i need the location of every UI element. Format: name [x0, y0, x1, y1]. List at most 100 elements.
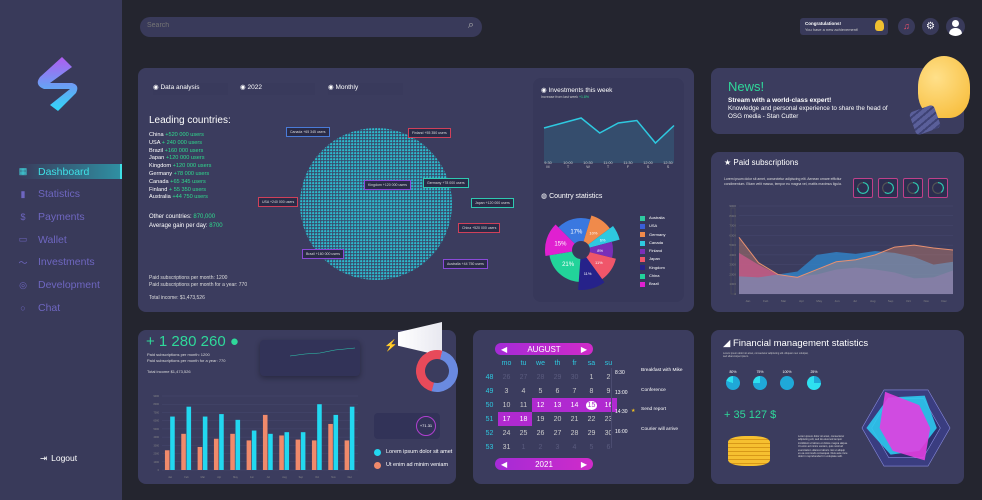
sidebar-item-chat[interactable]: ○ Chat — [18, 300, 122, 315]
calendar-day[interactable]: 23 — [604, 415, 613, 423]
calendar-day[interactable]: 26 — [502, 373, 511, 381]
sidebar-item-dashboard[interactable]: ▦ Dashboard — [18, 164, 122, 179]
calendar-day[interactable]: 15 — [583, 398, 600, 412]
x-tick-label: Jul — [853, 299, 857, 303]
lightning-icon: ⚡ — [384, 340, 398, 352]
x-tick-label: Jun — [250, 476, 255, 479]
x-tick-label: Mar — [201, 476, 205, 479]
calendar-day[interactable]: 18 — [515, 412, 532, 426]
calendar-day[interactable]: 28 — [570, 429, 579, 437]
country-row: Japan +120 000 users — [149, 155, 205, 162]
sidebar-item-development[interactable]: ◎ Development — [19, 279, 100, 291]
x-tick-label: Mar — [781, 299, 786, 303]
search-icon[interactable]: ⌕ — [467, 19, 474, 31]
calendar-day[interactable]: 1 — [589, 373, 594, 381]
next-month-button[interactable]: ▶ — [580, 344, 587, 354]
calendar-day[interactable]: 27 — [519, 373, 528, 381]
calendar-day[interactable]: 19 — [536, 415, 545, 423]
calendar-day[interactable]: 6 — [555, 387, 560, 395]
trend-icon: 〜 — [18, 257, 28, 268]
prev-year-button[interactable]: ◀ — [501, 459, 508, 469]
calendar-day[interactable]: 30 — [604, 429, 613, 437]
calendar-day[interactable]: 16 — [600, 398, 617, 412]
calendar-day[interactable]: 5 — [589, 443, 594, 451]
calendar-day[interactable]: 13 — [549, 398, 566, 412]
filter-dropdown[interactable]: ◉ 2022 — [240, 83, 315, 95]
bar — [219, 414, 224, 470]
calendar-day[interactable]: 28 — [536, 373, 545, 381]
pie-slice — [581, 250, 616, 280]
calendar-day[interactable]: 21 — [570, 415, 579, 423]
x-tick-label: May — [233, 476, 238, 479]
filter-dropdown[interactable]: ◉ Monthly — [328, 83, 403, 95]
calendar-day[interactable]: 17 — [498, 412, 515, 426]
map-country-label[interactable]: Finland +55 350 users — [408, 128, 451, 138]
calendar-day[interactable]: 24 — [502, 429, 511, 437]
search-bar[interactable]: ⌕ — [140, 17, 482, 37]
coins-icon — [728, 436, 770, 466]
calendar-day[interactable]: 2 — [538, 443, 543, 451]
map-country-label[interactable]: Kingdom +120 000 users — [364, 180, 412, 190]
dollar-icon: $ — [20, 211, 26, 222]
calendar-day[interactable]: 25 — [519, 429, 528, 437]
calendar-day[interactable]: 27 — [553, 429, 562, 437]
calendar-day[interactable]: 30 — [570, 373, 579, 381]
logout-button[interactable]: ⇥ Logout — [40, 453, 78, 463]
calendar-day[interactable]: 9 — [606, 387, 611, 395]
next-year-button[interactable]: ▶ — [580, 459, 587, 469]
search-input[interactable] — [147, 22, 447, 29]
sidebar-item-wallet[interactable]: ▭ Wallet — [18, 233, 67, 246]
map-country-label[interactable]: USA +240 000 users — [258, 197, 299, 207]
filter-dropdown[interactable]: ◉ Data analysis — [153, 83, 228, 95]
calendar-day[interactable]: 29 — [553, 373, 562, 381]
map-country-label[interactable]: Japan +120 000 users — [471, 198, 514, 208]
bar — [300, 432, 306, 470]
sidebar-item-statistics[interactable]: ▮ Statistics — [18, 187, 122, 202]
calendar-day[interactable]: 8 — [589, 387, 594, 395]
weekday-label: fr — [572, 359, 577, 367]
calendar-day[interactable]: 4 — [521, 387, 526, 395]
calendar-day[interactable]: 1 — [521, 443, 526, 451]
map-country-label[interactable]: China +520 000 users — [458, 223, 501, 233]
progress-ring — [878, 178, 898, 198]
bar — [235, 419, 241, 470]
calendar-day[interactable]: 2 — [606, 373, 611, 381]
calendar-day[interactable]: 5 — [538, 387, 543, 395]
x-tick-label: Sep — [888, 299, 894, 303]
x-tick-label: Dec — [941, 299, 947, 303]
calendar-card: ◀ AUGUST ▶ mo tu we th fr sa su 48 26 27 28 29 30 1 2 49 3… — [473, 330, 694, 484]
calendar-day[interactable]: 14 — [566, 398, 583, 412]
pie-slice — [581, 241, 613, 258]
calendar-day[interactable]: 3 — [504, 387, 509, 395]
calendar-day[interactable]: 11 — [519, 401, 528, 409]
calendar-day[interactable]: 7 — [572, 387, 577, 395]
y-tick-label: 1000 — [153, 461, 159, 464]
pie-slice — [581, 226, 620, 250]
avatar[interactable] — [946, 17, 965, 36]
gear-icon[interactable]: ⚙ — [922, 18, 939, 35]
calendar-day[interactable]: 22 — [587, 415, 596, 423]
map-country-label[interactable]: Canada +65 345 users — [286, 127, 330, 137]
bar — [317, 404, 322, 470]
sidebar-item-investments[interactable]: 〜 Investments — [18, 256, 95, 269]
calendar-day[interactable]: 29 — [587, 429, 596, 437]
calendar-day[interactable]: 4 — [572, 443, 577, 451]
y-tick-label: 3000 — [153, 444, 159, 447]
achievement-notification[interactable]: Congratulations! You have a new achievem… — [800, 18, 888, 35]
x-tick-label: Apr — [799, 299, 804, 303]
calendar-day[interactable]: 26 — [536, 429, 545, 437]
calendar-day[interactable]: 31 — [502, 443, 511, 451]
calendar-day[interactable]: 20 — [553, 415, 562, 423]
calendar-day[interactable]: 6 — [606, 443, 611, 451]
bell-icon[interactable]: ♫ — [898, 18, 915, 35]
financial-title: ◢ Financial management statistics — [723, 338, 869, 349]
calendar-day[interactable]: 12 — [532, 398, 549, 412]
prev-month-button[interactable]: ◀ — [501, 344, 508, 354]
calendar-day[interactable]: 3 — [555, 443, 560, 451]
bar-chart-icon: ▮ — [20, 188, 26, 199]
sidebar-item-payments[interactable]: $ Payments — [18, 209, 122, 224]
calendar-day[interactable]: 10 — [502, 401, 511, 409]
map-country-label[interactable]: Germany +78 000 users — [423, 178, 469, 188]
map-country-label[interactable]: Australia +44 750 users — [443, 259, 488, 269]
map-country-label[interactable]: Brazil +160 000 users — [302, 249, 344, 259]
